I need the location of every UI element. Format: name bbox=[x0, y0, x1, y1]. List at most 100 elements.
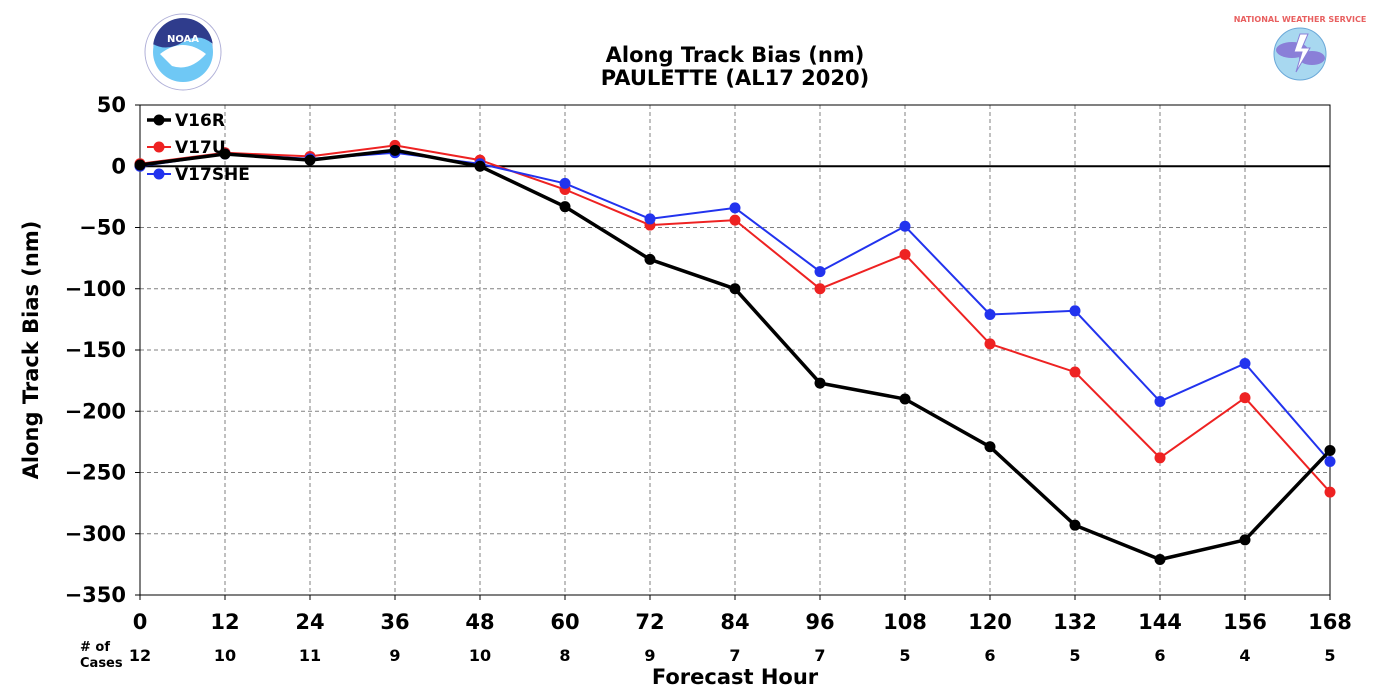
case-counts: 12 10 11 9 10 8 9 7 7 5 6 5 6 4 5 bbox=[129, 646, 1336, 665]
legend-label: V17SHE bbox=[175, 165, 250, 185]
case-count: 4 bbox=[1239, 646, 1250, 665]
data-point-v17she bbox=[1324, 455, 1336, 467]
legend: V16R V17U V17SHE bbox=[147, 111, 250, 185]
case-count: 12 bbox=[129, 646, 151, 665]
data-point-v17she bbox=[899, 220, 911, 232]
case-count: 9 bbox=[389, 646, 400, 665]
legend-marker bbox=[153, 114, 165, 126]
x-axis-ticks: 0 12 24 36 48 60 72 84 96 108 120 132 144 156 168 bbox=[133, 595, 1352, 634]
legend-marker bbox=[153, 168, 165, 180]
x-tick-label: 168 bbox=[1308, 610, 1352, 634]
cases-label-line2: Cases bbox=[80, 656, 123, 671]
x-tick-label: 84 bbox=[720, 610, 749, 634]
case-count: 5 bbox=[1324, 646, 1335, 665]
y-tick-label: −250 bbox=[65, 461, 126, 485]
data-point-v16r bbox=[1069, 519, 1081, 531]
x-tick-label: 24 bbox=[295, 610, 324, 634]
legend-item-v16r: V16R bbox=[147, 111, 225, 131]
series-v17u bbox=[134, 139, 1336, 498]
data-point-v16r bbox=[1154, 553, 1166, 565]
data-point-v17u bbox=[814, 283, 826, 295]
case-count: 10 bbox=[214, 646, 236, 665]
data-point-v16r bbox=[729, 283, 741, 295]
case-count: 6 bbox=[1154, 646, 1165, 665]
grid bbox=[140, 105, 1330, 595]
data-point-v16r bbox=[389, 144, 401, 156]
nws-logo-text: NATIONAL WEATHER SERVICE bbox=[1234, 15, 1367, 24]
x-tick-label: 0 bbox=[133, 610, 148, 634]
data-point-v16r bbox=[899, 393, 911, 405]
noaa-logo-text: NOAA bbox=[167, 34, 199, 45]
data-point-v17u bbox=[1324, 486, 1336, 498]
y-tick-label: −200 bbox=[65, 399, 126, 423]
x-tick-label: 12 bbox=[210, 610, 239, 634]
data-point-v16r bbox=[1239, 534, 1251, 546]
data-point-v17u bbox=[1069, 366, 1081, 378]
data-point-v16r bbox=[474, 160, 486, 172]
x-axis-label: Forecast Hour bbox=[652, 665, 819, 689]
case-count: 9 bbox=[644, 646, 655, 665]
data-point-v17she bbox=[1154, 395, 1166, 407]
cases-label-line1: # of bbox=[80, 640, 110, 655]
legend-label: V16R bbox=[175, 111, 225, 131]
data-point-v17she bbox=[814, 266, 826, 278]
case-count: 10 bbox=[469, 646, 491, 665]
data-point-v17u bbox=[1154, 452, 1166, 464]
x-tick-label: 108 bbox=[883, 610, 927, 634]
chart-subtitle: PAULETTE (AL17 2020) bbox=[601, 66, 869, 90]
data-point-v17u bbox=[899, 248, 911, 260]
data-point-v16r bbox=[304, 154, 316, 166]
y-tick-label: −100 bbox=[65, 277, 126, 301]
y-tick-label: −150 bbox=[65, 338, 126, 362]
data-point-v16r bbox=[559, 201, 571, 213]
legend-item-v17u: V17U bbox=[147, 138, 226, 158]
x-tick-label: 60 bbox=[550, 610, 579, 634]
data-point-v17she bbox=[984, 308, 996, 320]
x-tick-label: 144 bbox=[1138, 610, 1182, 634]
case-count: 7 bbox=[729, 646, 740, 665]
case-count: 11 bbox=[299, 646, 321, 665]
series-v16r bbox=[134, 144, 1336, 565]
y-tick-label: 0 bbox=[111, 154, 126, 178]
y-tick-label: 50 bbox=[97, 93, 126, 117]
data-point-v17she bbox=[559, 177, 571, 189]
data-point-v17u bbox=[1239, 392, 1251, 404]
data-point-v17she bbox=[729, 202, 741, 214]
case-count: 7 bbox=[814, 646, 825, 665]
x-tick-label: 120 bbox=[968, 610, 1012, 634]
chart-title: Along Track Bias (nm) bbox=[606, 43, 865, 67]
y-tick-label: −350 bbox=[65, 583, 126, 607]
x-tick-label: 48 bbox=[465, 610, 494, 634]
data-point-v17she bbox=[644, 213, 656, 225]
x-tick-label: 96 bbox=[805, 610, 834, 634]
data-point-v16r bbox=[984, 441, 996, 453]
legend-marker bbox=[153, 141, 165, 153]
nws-logo: NATIONAL WEATHER SERVICE bbox=[1234, 15, 1367, 92]
data-point-v17she bbox=[1239, 357, 1251, 369]
x-tick-label: 132 bbox=[1053, 610, 1097, 634]
case-count: 6 bbox=[984, 646, 995, 665]
series-v17she bbox=[134, 147, 1336, 467]
y-tick-label: −300 bbox=[65, 522, 126, 546]
legend-item-v17she: V17SHE bbox=[147, 165, 250, 185]
case-count: 8 bbox=[559, 646, 570, 665]
data-point-v16r bbox=[1324, 444, 1336, 456]
x-tick-label: 36 bbox=[380, 610, 409, 634]
data-point-v17she bbox=[1069, 305, 1081, 317]
data-point-v17u bbox=[729, 214, 741, 226]
case-count: 5 bbox=[899, 646, 910, 665]
data-point-v16r bbox=[134, 159, 146, 171]
noaa-logo: NOAA bbox=[144, 13, 222, 91]
data-point-v16r bbox=[814, 377, 826, 389]
legend-label: V17U bbox=[175, 138, 226, 158]
data-point-v17u bbox=[984, 338, 996, 350]
x-tick-label: 156 bbox=[1223, 610, 1267, 634]
series bbox=[134, 139, 1336, 565]
y-tick-label: −50 bbox=[79, 216, 126, 240]
y-axis-ticks: 50 0 −50 −100 −150 −200 −250 −300 −350 bbox=[65, 93, 140, 607]
data-point-v16r bbox=[644, 253, 656, 265]
data-point-v16r bbox=[219, 148, 231, 160]
y-axis-label: Along Track Bias (nm) bbox=[19, 221, 43, 480]
case-count: 5 bbox=[1069, 646, 1080, 665]
